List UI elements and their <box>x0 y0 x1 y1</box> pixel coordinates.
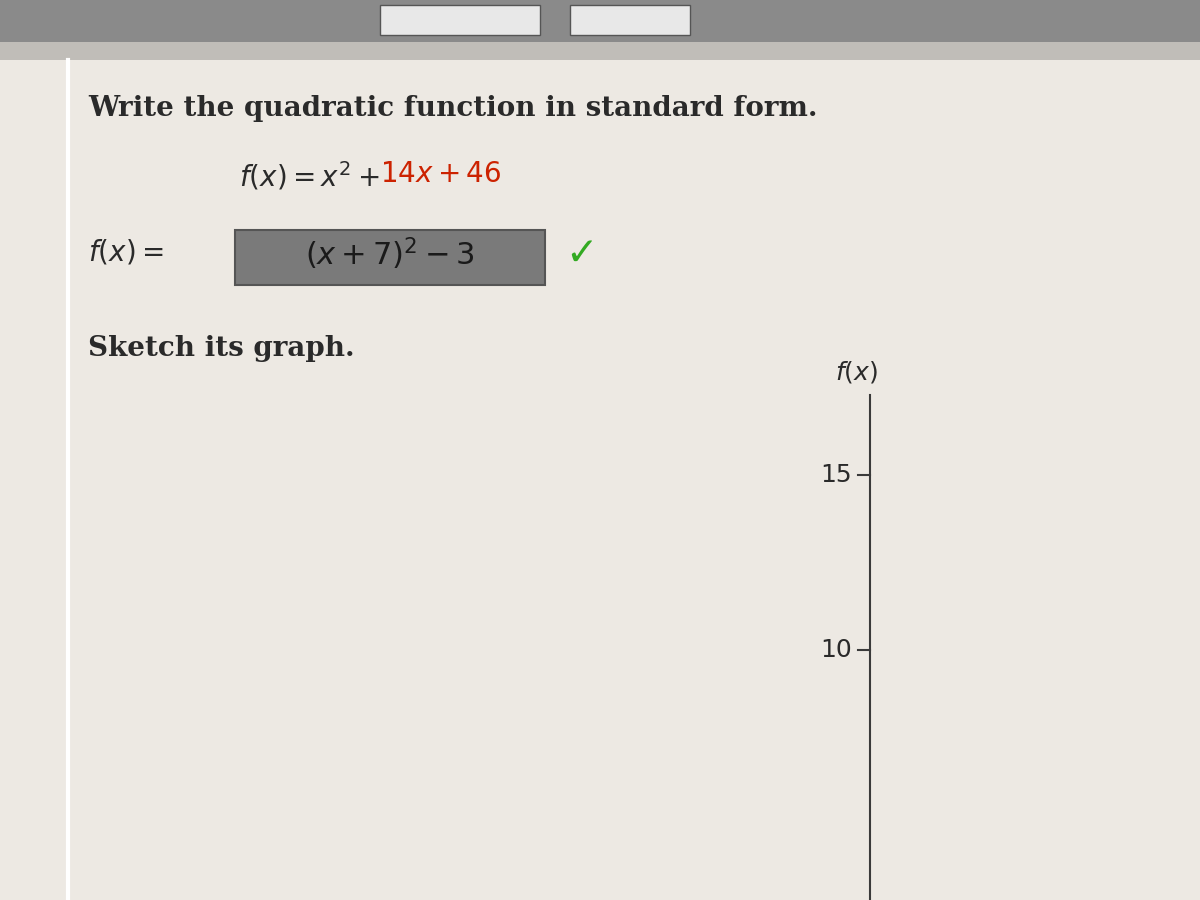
Bar <box>235 230 545 285</box>
Bar <box>0 0 1200 42</box>
Text: Write the quadratic function in standard form.: Write the quadratic function in standard… <box>88 95 817 122</box>
Bar <box>570 5 690 35</box>
Bar <box>0 42 1200 60</box>
Text: $14x + 46$: $14x + 46$ <box>380 160 502 188</box>
Text: Sketch its graph.: Sketch its graph. <box>88 335 355 362</box>
Text: $f(x)$: $f(x)$ <box>835 359 878 385</box>
Text: 15: 15 <box>821 463 852 487</box>
Text: ✓: ✓ <box>565 235 598 273</box>
Text: $f(x) =$: $f(x) =$ <box>88 238 163 267</box>
Text: $(x+7)^2-3$: $(x+7)^2-3$ <box>305 236 475 273</box>
Text: 10: 10 <box>821 638 852 662</box>
Text: $f(x) = x^2 + $: $f(x) = x^2 + $ <box>240 160 380 193</box>
Bar <box>380 5 540 35</box>
